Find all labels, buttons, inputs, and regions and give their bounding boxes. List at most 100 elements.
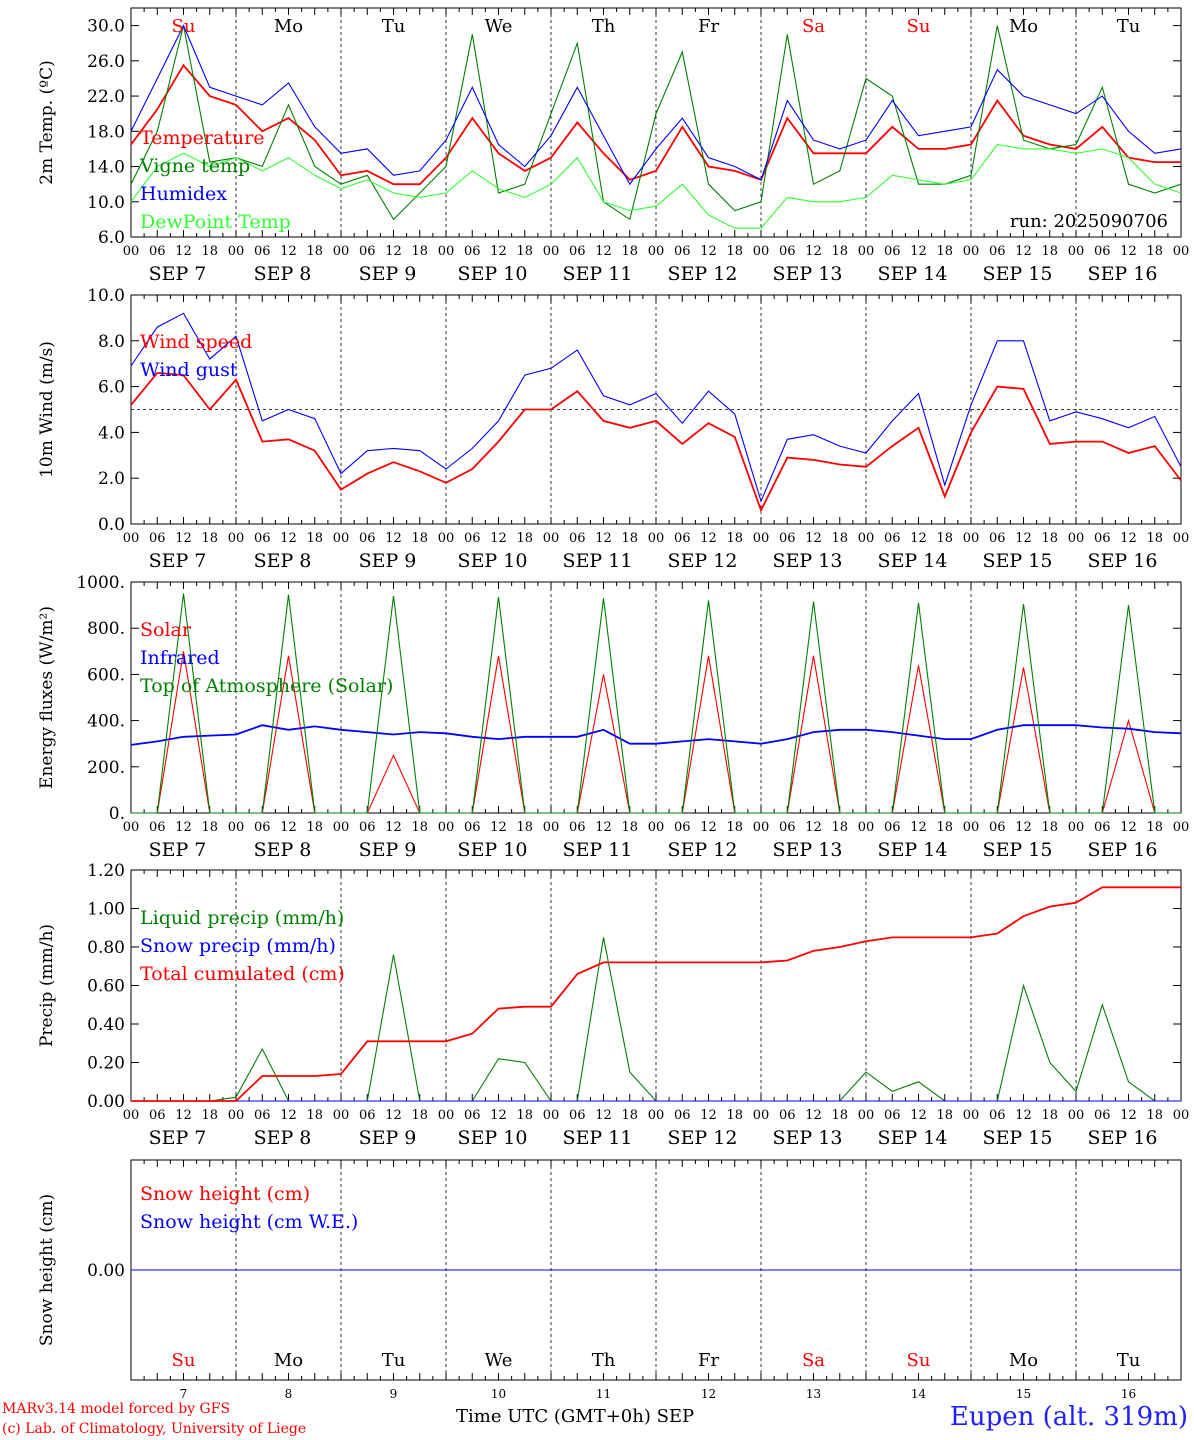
y-tick-label: 0.0 [98, 515, 125, 535]
hour-label: 12 [805, 244, 822, 259]
y-tick-label: 4.0 [98, 423, 125, 443]
hour-label: 12 [700, 244, 717, 259]
hour-label: 06 [149, 1108, 166, 1123]
y-tick-label: 26.0 [87, 52, 125, 72]
date-label: SEP 9 [359, 550, 417, 572]
date-label: SEP 9 [359, 839, 417, 861]
series-line [130, 312, 1182, 503]
hour-label: 12 [490, 1108, 507, 1123]
date-label: SEP 16 [1088, 550, 1158, 572]
weekday-label: Mo [1009, 16, 1038, 37]
day-number: 7 [180, 1387, 188, 1400]
hour-label: 12 [385, 1108, 402, 1123]
hour-label: 12 [385, 244, 402, 259]
hour-label: 12 [805, 1108, 822, 1123]
y-tick-label: 6.0 [98, 378, 125, 398]
hour-label: 00 [228, 244, 245, 259]
day-number: 11 [596, 1387, 611, 1400]
hour-label: 00 [438, 531, 455, 546]
hour-label: 00 [858, 1108, 875, 1123]
weekday-label: Mo [274, 1350, 303, 1371]
y-tick-label: 1.00 [87, 900, 125, 920]
hour-label: 12 [700, 1108, 717, 1123]
date-label: SEP 15 [983, 550, 1053, 572]
hour-label: 00 [1173, 244, 1190, 259]
hour-label: 00 [963, 820, 980, 835]
hour-label: 00 [228, 820, 245, 835]
hour-label: 18 [306, 1108, 323, 1123]
hour-label: 12 [490, 244, 507, 259]
hour-label: 18 [411, 531, 428, 546]
y-tick-label: 22.0 [87, 87, 125, 107]
hour-label: 12 [1120, 820, 1137, 835]
hour-label: 18 [936, 244, 953, 259]
hour-label: 12 [175, 820, 192, 835]
hour-label: 00 [753, 1108, 770, 1123]
hour-label: 18 [306, 531, 323, 546]
y-tick-label: 0. [109, 804, 125, 824]
date-label: SEP 11 [563, 550, 633, 572]
hour-label: 12 [280, 531, 297, 546]
hour-label: 12 [595, 531, 612, 546]
hour-label: 06 [884, 531, 901, 546]
hour-label: 12 [280, 820, 297, 835]
hour-label: 06 [674, 531, 691, 546]
weekday-label: Tu [382, 1350, 406, 1371]
hour-label: 00 [1173, 1108, 1190, 1123]
hour-label: 12 [175, 531, 192, 546]
weekday-label: Sa [802, 1350, 825, 1371]
hour-label: 12 [1120, 244, 1137, 259]
hour-label: 18 [516, 820, 533, 835]
hour-label: 00 [858, 820, 875, 835]
hour-label: 12 [1015, 820, 1032, 835]
hour-label: 12 [595, 820, 612, 835]
hour-label: 00 [753, 531, 770, 546]
hour-label: 18 [831, 531, 848, 546]
hour-label: 18 [621, 531, 638, 546]
hour-label: 00 [1068, 820, 1085, 835]
hour-label: 18 [621, 244, 638, 259]
hour-label: 06 [359, 244, 376, 259]
hour-label: 18 [936, 531, 953, 546]
hour-label: 06 [569, 531, 586, 546]
hour-label: 12 [805, 531, 822, 546]
hour-label: 06 [254, 820, 271, 835]
date-label: SEP 14 [878, 839, 948, 861]
series-line [130, 724, 1182, 746]
hour-label: 18 [1146, 1108, 1163, 1123]
hour-label: 18 [1041, 820, 1058, 835]
hour-label: 12 [490, 820, 507, 835]
hour-label: 18 [411, 820, 428, 835]
date-label: SEP 12 [668, 550, 738, 572]
hour-label: 06 [989, 1108, 1006, 1123]
legend-entry: Wind gust [140, 359, 238, 381]
hour-label: 06 [569, 244, 586, 259]
date-label: SEP 11 [563, 839, 633, 861]
y-tick-label: 400. [87, 712, 125, 732]
hour-label: 00 [1068, 531, 1085, 546]
hour-label: 06 [1094, 1108, 1111, 1123]
legend-entry: Solar [140, 619, 192, 641]
date-label: SEP 15 [983, 263, 1053, 285]
hour-label: 06 [674, 1108, 691, 1123]
day-number: 15 [1016, 1387, 1031, 1400]
hour-label: 00 [648, 1108, 665, 1123]
series-line [131, 593, 1181, 814]
weekday-label: Fr [698, 1350, 719, 1371]
hour-label: 18 [411, 1108, 428, 1123]
hour-label: 06 [674, 820, 691, 835]
y-tick-label: 0.80 [87, 938, 125, 958]
hour-label: 18 [1146, 531, 1163, 546]
hour-label: 12 [385, 531, 402, 546]
y-tick-label: 0.60 [87, 977, 125, 997]
date-label: SEP 12 [668, 1127, 738, 1149]
hour-label: 12 [1015, 1108, 1032, 1123]
series-line [130, 371, 1182, 513]
date-label: SEP 10 [458, 550, 528, 572]
hour-label: 06 [989, 820, 1006, 835]
hour-label: 00 [648, 820, 665, 835]
date-label: SEP 8 [254, 1127, 312, 1149]
hour-label: 18 [936, 820, 953, 835]
y-tick-label: 200. [87, 758, 125, 778]
hour-label: 00 [123, 531, 140, 546]
